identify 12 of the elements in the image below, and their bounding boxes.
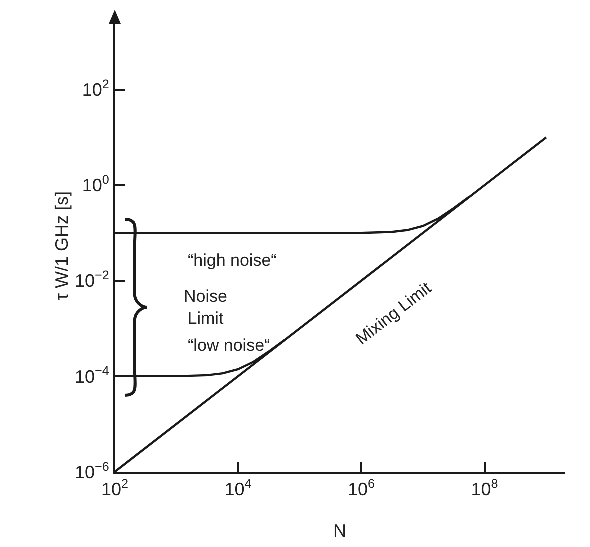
y-tick-label: 10$^{2}$ xyxy=(82,78,110,100)
y-tick-label: 10$^{0}$ xyxy=(82,173,110,196)
x-axis-title: N xyxy=(334,521,346,541)
annotation: “high noise“ xyxy=(188,251,278,270)
x-tick-label: 10$^{8}$ xyxy=(471,477,498,500)
annotation: Noise Limit xyxy=(184,287,228,328)
y-tick-label: 10$^{−4}$ xyxy=(75,364,110,387)
y-axis-title: τ W/1 GHz [s] xyxy=(52,191,72,301)
x-tick-label: 10$^{6}$ xyxy=(348,477,376,500)
x-tick-label: 10$^{4}$ xyxy=(224,477,252,500)
y-tick-label: 10$^{−2}$ xyxy=(75,268,110,292)
annotation: “low noise“ xyxy=(188,336,271,355)
